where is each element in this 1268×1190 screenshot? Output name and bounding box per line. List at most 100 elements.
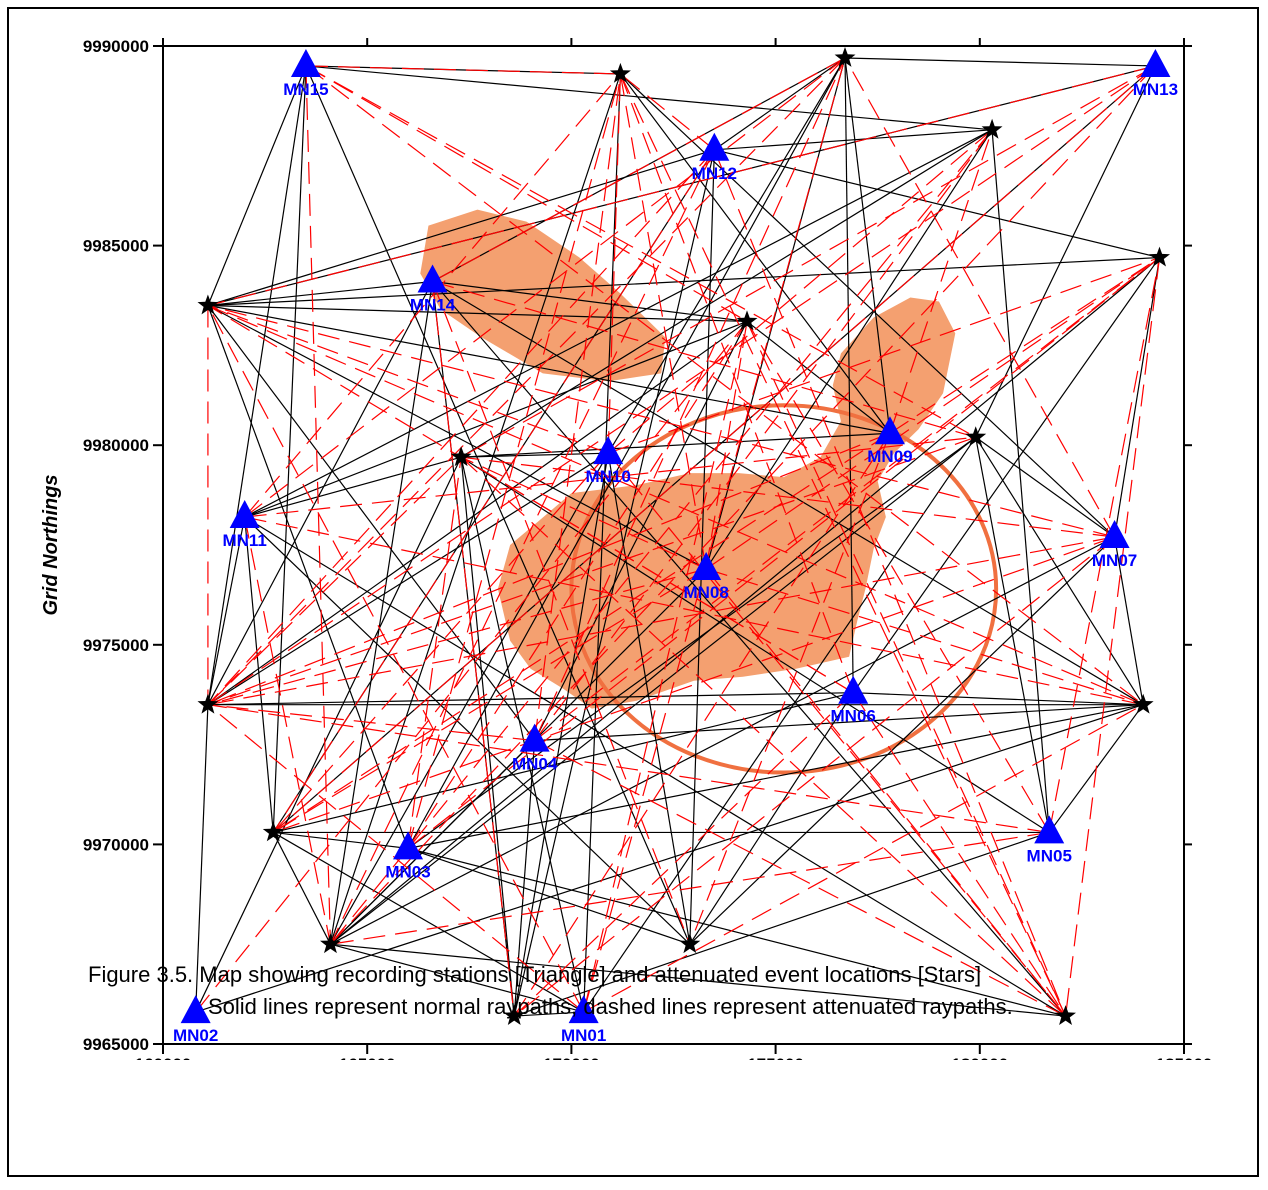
normal-raypath (432, 280, 748, 323)
attenuated-raypath (305, 65, 748, 322)
normal-raypath (432, 281, 1067, 1017)
normal-raypath (273, 692, 854, 834)
attenuated-raypath (207, 305, 585, 1013)
x-tick-label: 175000 (747, 1055, 804, 1060)
attenuated-raypath (513, 692, 854, 1017)
normal-raypath (305, 65, 691, 945)
normal-raypath (207, 280, 433, 307)
attenuated-raypath (431, 281, 691, 945)
x-tick-label: 170000 (543, 1055, 600, 1060)
normal-raypath (272, 831, 584, 1013)
normal-raypath (713, 57, 846, 151)
normal-raypath (714, 149, 1160, 259)
y-tick-label: 9980000 (83, 436, 149, 455)
event-star-8 (965, 426, 987, 447)
attenuated-raypath (244, 73, 621, 518)
normal-raypath (460, 457, 515, 1017)
normal-raypath (975, 65, 1156, 438)
normal-raypath (207, 65, 307, 306)
attenuated-raypath (607, 129, 993, 454)
attenuated-raypath (272, 568, 707, 833)
attenuated-raypath (207, 432, 891, 706)
normal-raypath (207, 304, 748, 323)
normal-raypath (244, 129, 993, 518)
normal-raypath (305, 65, 993, 131)
attenuated-raypath (207, 304, 1115, 538)
normal-raypath (329, 452, 609, 945)
normal-raypath (607, 453, 691, 945)
event-star-4 (1149, 246, 1170, 267)
normal-raypath (1113, 257, 1161, 538)
station-label-mn11: MN11 (222, 531, 266, 550)
normal-raypath (244, 517, 274, 833)
normal-raypath (460, 129, 993, 458)
attenuated-raypath (407, 457, 462, 849)
attenuated-raypath (513, 536, 1115, 1017)
x-tick-label: 160000 (135, 1055, 192, 1060)
attenuated-raypath (746, 321, 1050, 833)
attenuated-raypath (330, 831, 1050, 945)
normal-raypath (689, 536, 1115, 945)
normal-raypath (514, 831, 1050, 1017)
normal-raypath (975, 437, 1050, 833)
y-tick-label: 9990000 (83, 37, 149, 56)
attenuated-raypath (207, 304, 1144, 706)
y-tick-label: 9985000 (83, 237, 149, 256)
normal-raypath (583, 73, 622, 1013)
attenuated-raypath (207, 57, 846, 706)
attenuated-raypath (460, 456, 1066, 1017)
attenuated-raypath (244, 516, 332, 945)
normal-raypath (607, 57, 846, 454)
attenuated-raypath (889, 257, 1160, 434)
attenuated-raypath (705, 568, 1144, 706)
normal-raypath (714, 129, 993, 151)
station-triangle-mn04 (519, 723, 550, 752)
attenuated-raypath (583, 704, 1144, 1013)
attenuated-raypath (329, 149, 715, 945)
attenuated-raypath (619, 73, 1067, 1017)
station-label-mn13: MN13 (1133, 80, 1178, 99)
event-star-5 (197, 294, 219, 315)
plot-border (162, 45, 1185, 1045)
attenuated-raypath (195, 321, 748, 1013)
normal-raypath (991, 129, 1050, 833)
event-star-10 (1132, 693, 1154, 714)
normal-raypath (207, 281, 434, 705)
normal-raypath (689, 692, 854, 945)
station-triangle-mn13 (1140, 48, 1171, 77)
attenuated-raypath (852, 692, 1067, 1017)
event-star-12 (320, 933, 341, 954)
station-triangle-mn11 (229, 500, 260, 529)
attenuated-raypath (407, 321, 748, 849)
attenuated-raypath (619, 73, 854, 693)
attenuated-raypath (305, 65, 1144, 706)
station-label-mn08: MN08 (683, 583, 728, 602)
attenuated-raypath (329, 129, 993, 945)
attenuated-raypath (620, 73, 715, 151)
map-chart: 160000 165000 170000 175000 180000 185000 9965… (40, 37, 1213, 1060)
station-triangle-mn12 (699, 132, 730, 161)
attenuated-raypath (705, 257, 1160, 570)
attenuated-raypath (460, 65, 1156, 458)
attenuated-raypath (461, 456, 1115, 538)
normal-raypath (583, 436, 977, 1013)
normal-raypath (330, 536, 1115, 945)
station-label-mn09: MN09 (867, 447, 912, 466)
attenuated-raypath (583, 321, 748, 1013)
attenuated-raypath (330, 65, 1156, 945)
station-label-mn02: MN02 (173, 1026, 218, 1045)
caption-line-2: Solid lines represent normal raypaths, d… (208, 994, 1013, 1019)
normal-raypath (195, 704, 1144, 1013)
normal-raypath (207, 320, 748, 706)
attenuated-raypath (272, 432, 891, 833)
event-star-11 (262, 821, 284, 842)
normal-raypath (461, 452, 609, 458)
attenuated-raypath (689, 433, 891, 945)
station-triangle-mn15 (290, 48, 321, 77)
normal-raypath (844, 57, 891, 434)
axis-ticks: 160000 165000 170000 175000 180000 185000 9965… (83, 37, 1213, 1060)
normal-raypath (244, 516, 691, 945)
normal-raypath (461, 432, 890, 458)
station-triangle-mn01 (568, 995, 599, 1024)
attenuated-raypath (513, 432, 891, 1017)
